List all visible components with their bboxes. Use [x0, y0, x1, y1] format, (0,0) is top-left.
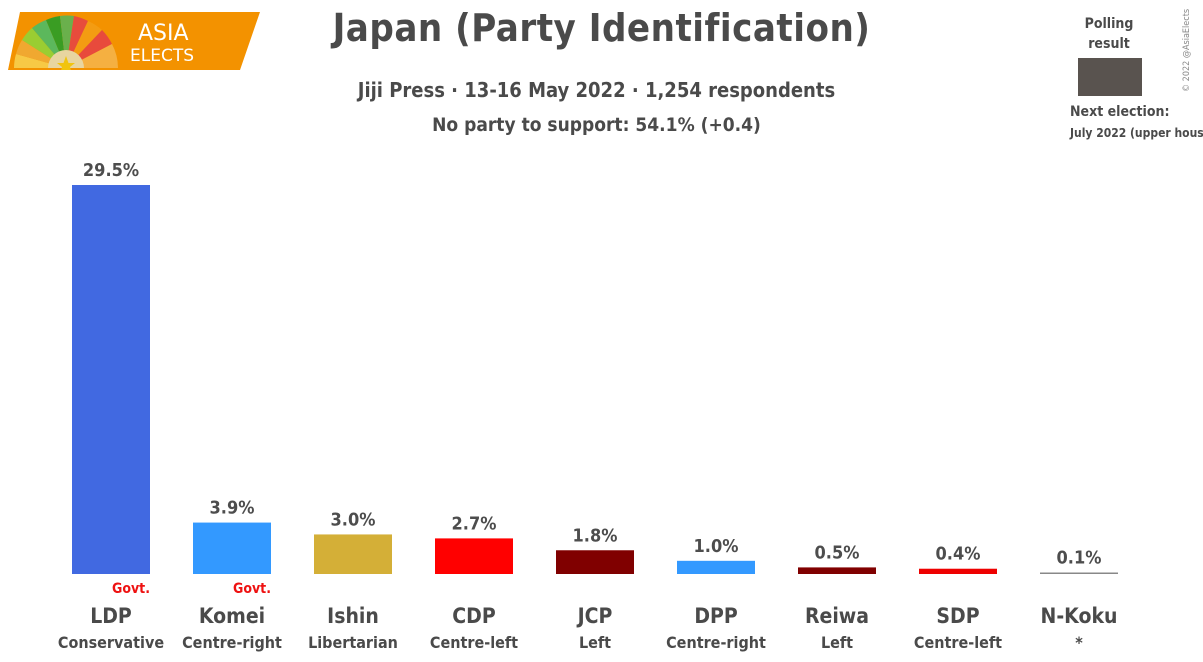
- party-label: Komei: [199, 604, 265, 628]
- bar-dpp: [677, 560, 755, 574]
- poll-subtitle: Jiji Press · 13-16 May 2022 · 1,254 resp…: [357, 78, 836, 102]
- page-title: Japan (Party Identification): [332, 6, 871, 50]
- bar-cdp: [435, 538, 513, 574]
- ideology-label: Conservative: [58, 633, 164, 652]
- bar-komei: [193, 522, 271, 574]
- value-label: 0.1%: [1057, 548, 1102, 569]
- value-label: 29.5%: [83, 160, 139, 181]
- value-label: 1.0%: [694, 536, 739, 557]
- ideology-label: *: [1075, 633, 1083, 652]
- value-label: 1.8%: [573, 525, 618, 546]
- party-label: SDP: [936, 604, 979, 628]
- ideology-label: Centre-left: [914, 633, 1002, 652]
- bar-ishin: [314, 534, 392, 574]
- legend-swatch: [1078, 58, 1142, 96]
- value-label: 3.9%: [210, 498, 255, 519]
- party-label: N-Koku: [1041, 604, 1118, 628]
- bar-reiwa: [798, 567, 876, 574]
- logo-line1: ASIA: [138, 21, 189, 46]
- next-election-label: Next election:: [1070, 104, 1170, 120]
- no-party-note: No party to support: 54.1% (+0.4): [432, 114, 761, 136]
- next-election-value: July 2022 (upper house): [1070, 126, 1203, 140]
- ideology-label: Centre-right: [666, 633, 766, 652]
- ideology-label: Centre-right: [182, 633, 282, 652]
- legend-title-line2: result: [1088, 36, 1130, 52]
- legend-title-line1: Polling: [1084, 16, 1134, 32]
- star-icon: [57, 56, 75, 70]
- party-label: JCP: [576, 604, 613, 628]
- party-label: Reiwa: [805, 604, 869, 628]
- value-label: 0.5%: [815, 542, 860, 563]
- bar-sdp: [919, 568, 997, 574]
- bar-jcp: [556, 550, 634, 574]
- logo-line2: ELECTS: [130, 46, 194, 66]
- govt-label: Govt.: [233, 581, 271, 597]
- ideology-label: Centre-left: [430, 633, 518, 652]
- party-label: LDP: [90, 604, 132, 628]
- ideology-label: Libertarian: [308, 633, 398, 652]
- ideology-label: Left: [821, 633, 853, 652]
- legend-title: Polling result: [1068, 14, 1150, 54]
- ideology-label: Left: [579, 633, 611, 652]
- value-label: 0.4%: [936, 544, 981, 565]
- govt-label: Govt.: [112, 581, 150, 597]
- party-label: CDP: [452, 604, 496, 628]
- value-label: 3.0%: [331, 509, 376, 530]
- asia-elects-logo: ASIA ELECTS: [8, 12, 260, 70]
- value-label: 2.7%: [452, 513, 497, 534]
- party-label: Ishin: [327, 604, 379, 628]
- bar-n-koku: [1040, 572, 1118, 574]
- party-label: DPP: [694, 604, 738, 628]
- bar-ldp: [72, 185, 150, 574]
